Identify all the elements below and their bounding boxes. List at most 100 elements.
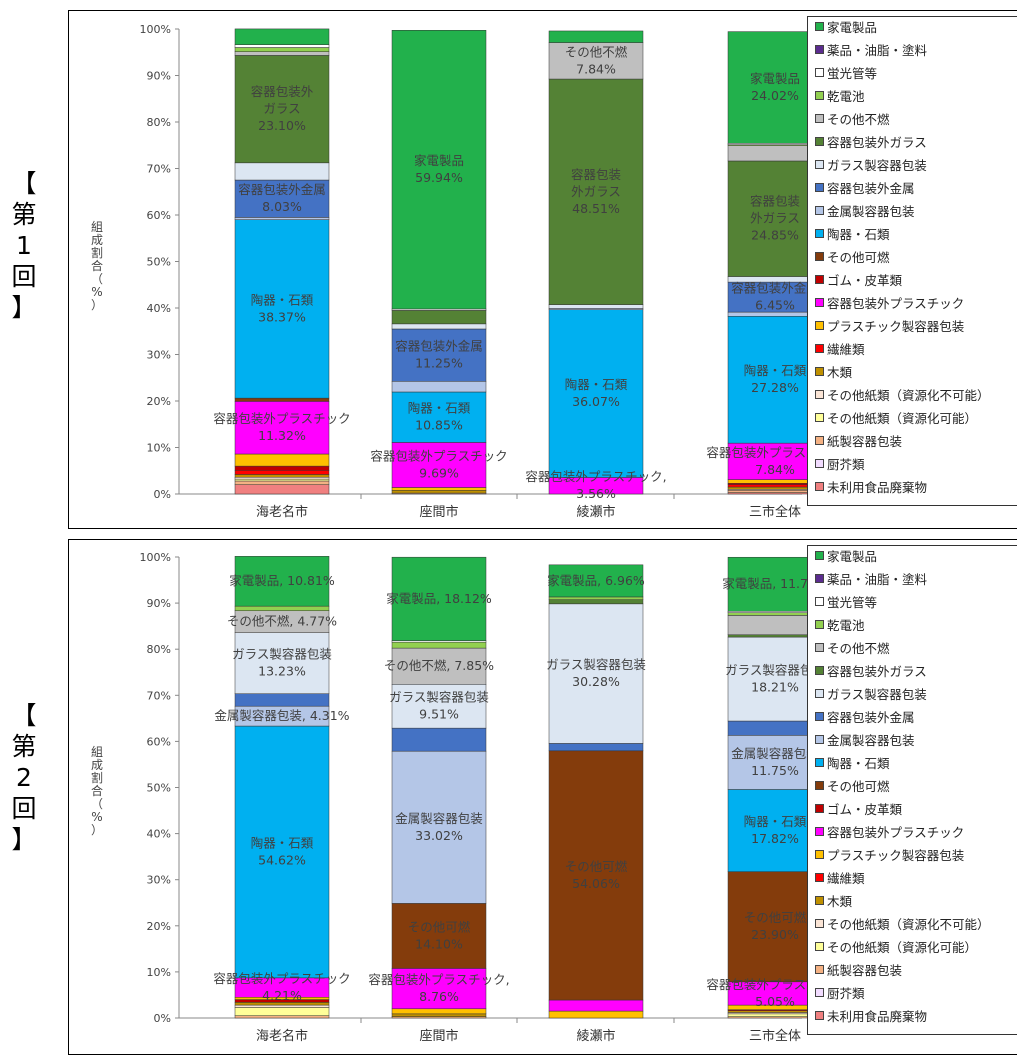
data-label: 59.94% [415,170,463,185]
legend-swatch [815,643,824,652]
legend-item: 容器包装外ガラス [815,136,927,150]
x-tick-label: 海老名市 [256,1028,308,1044]
bar-segment [234,162,330,181]
data-label: 9.51% [419,707,459,722]
bar-segment [234,397,330,402]
bar-segment [548,999,644,1012]
x-tick-label: 三市全体 [749,1028,801,1044]
data-label: 陶器・石類 [408,401,471,416]
bar-segment [391,487,487,491]
bar-segment [391,556,487,641]
legend-item: 蛍光管等 [815,596,877,610]
data-label: 27.28% [751,380,799,395]
y-tick-label: 40% [147,828,171,841]
legend-label: 容器包装外プラスチック [827,296,965,311]
bar-segment [548,750,644,1001]
legend-label: 容器包装外ガラス [827,135,927,150]
y-tick-label: 50% [147,256,171,269]
legend-label: 紙製容器包装 [827,963,903,978]
legend-item: その他可燃 [815,780,890,794]
legend-swatch [815,206,824,215]
legend-item: 金属製容器包装 [815,205,915,219]
bar-segment [727,735,823,790]
data-label: 8.76% [419,989,459,1004]
data-label: その他可燃 [565,859,628,874]
bar-segment [234,470,330,475]
legend-swatch [815,160,824,169]
data-label: 陶器・石類 [744,814,807,829]
legend-swatch [815,873,824,882]
y-tick-label: 0% [154,488,171,501]
legend-label: その他可燃 [827,779,890,794]
data-label: 家電製品 [750,71,800,86]
data-label: 3.56% [576,486,616,501]
legend-label: 蛍光管等 [827,595,878,610]
data-label: 陶器・石類 [251,292,314,307]
legend-label: その他可燃 [827,250,890,265]
bar-segment [391,30,487,310]
bar-segment [391,968,487,1010]
legend-label: その他紙類（資源化可能） [827,940,978,955]
legend-item: 容器包装外プラスチック [815,297,964,311]
legend-label: 金属製容器包装 [827,204,915,219]
legend-item: 家電製品 [815,550,877,564]
data-label: 33.02% [415,828,463,843]
y-tick-label: 100% [140,551,171,564]
data-label: 4.21% [262,988,302,1003]
legend-item: 未利用食品廃棄物 [815,1010,927,1024]
legend-swatch [815,459,824,468]
bar-segment [234,217,330,220]
bar-segment [234,605,330,612]
legend-item: ゴム・皮革類 [815,803,902,817]
bar-segment [548,596,644,600]
bar-segment [391,490,487,494]
bar-segment [391,647,487,685]
data-label: 7.84% [755,462,795,477]
data-label: ガラス製容器包装 [389,690,489,705]
bar-segment [391,903,487,969]
x-tick-label: 綾瀬市 [576,1028,615,1044]
data-label: 30.28% [572,674,620,689]
data-label: その他不燃, 7.85% [384,658,494,673]
y-tick-label: 40% [147,302,171,315]
data-label: 54.06% [572,876,620,891]
legend-label: 蛍光管等 [827,66,878,81]
data-label: 容器包装外プラスチック, [368,972,509,987]
legend-label: 陶器・石類 [827,227,890,242]
round-2-label-line: 2 [16,763,32,792]
legend-item: 陶器・石類 [815,228,890,242]
legend-item: 薬品・油脂・塗料 [815,573,927,587]
x-tick-label: 海老名市 [256,504,308,520]
round-2-label-line: 【 [11,701,37,730]
legend-label: 紙製容器包装 [827,434,903,449]
bar-segment [234,1007,330,1016]
y-tick-label: 80% [147,116,171,129]
legend-swatch [815,919,824,928]
bar-segment [727,31,823,144]
data-label: 容器包装外プラスチック, [525,469,666,484]
legend-swatch [815,735,824,744]
legend-swatch [815,988,824,997]
legend-swatch [815,551,824,560]
bar-segment [391,684,487,729]
legend-swatch [815,781,824,790]
legend-item: 厨芥類 [815,458,865,472]
bar-segment [391,442,487,488]
legend-item: その他紙類（資源化可能） [815,941,977,955]
legend-item: プラスチック製容器包装 [815,849,964,863]
bar-segment [548,1010,644,1019]
bar-segment [727,636,823,722]
data-label: 11.32% [258,428,306,443]
bar-segment [234,725,330,979]
y-tick-label: 60% [147,735,171,748]
data-label: 家電製品, 6.96% [547,573,645,588]
legend-label: 未利用食品廃棄物 [827,480,928,495]
bar-segment [548,304,644,309]
bar-segment [234,55,330,164]
legend-swatch [815,620,824,629]
data-label: 家電製品 [414,153,464,168]
legend-swatch [815,390,824,399]
data-label: 陶器・石類 [744,363,807,378]
bar-segment [234,179,330,218]
y-tick-label: 30% [147,349,171,362]
